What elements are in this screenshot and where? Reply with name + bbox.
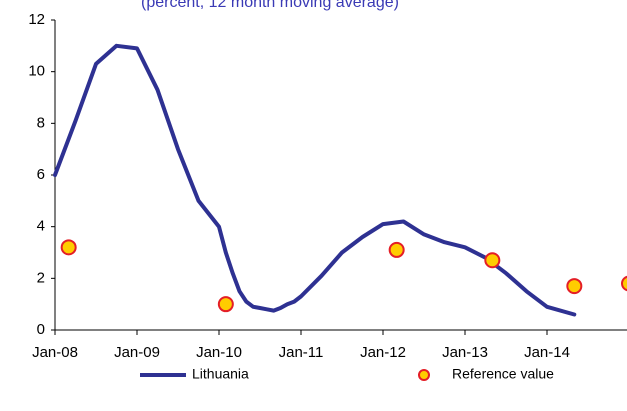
line [53, 43, 577, 317]
y-tick-label: 12 [28, 11, 45, 28]
marker [566, 278, 583, 295]
chart-subtitle: (percent, 12 month moving average) [141, 0, 399, 11]
marker [484, 252, 501, 269]
x-tick-label: Jan-10 [196, 344, 242, 361]
marker [217, 296, 234, 313]
y-tick-label: 4 [37, 218, 45, 235]
x-tick-label: Jan-12 [360, 344, 406, 361]
y-tick-label: 6 [37, 166, 45, 183]
legend-label: Reference value [452, 366, 554, 382]
y-tick-label: 2 [37, 269, 45, 286]
legend-label: Lithuania [192, 366, 249, 382]
marker [388, 241, 405, 258]
y-tick-label: 10 [28, 63, 45, 80]
marker [60, 239, 77, 256]
legend-swatch [418, 369, 430, 381]
marker [621, 275, 627, 292]
y-tick-label: 8 [37, 114, 45, 131]
x-tick-label: Jan-09 [114, 344, 160, 361]
x-tick-label: Jan-13 [442, 344, 488, 361]
y-tick-label: 0 [37, 321, 45, 338]
x-tick-label: Jan-08 [32, 344, 78, 361]
x-tick-label: Jan-14 [524, 344, 570, 361]
x-tick-label: Jan-11 [279, 344, 324, 361]
